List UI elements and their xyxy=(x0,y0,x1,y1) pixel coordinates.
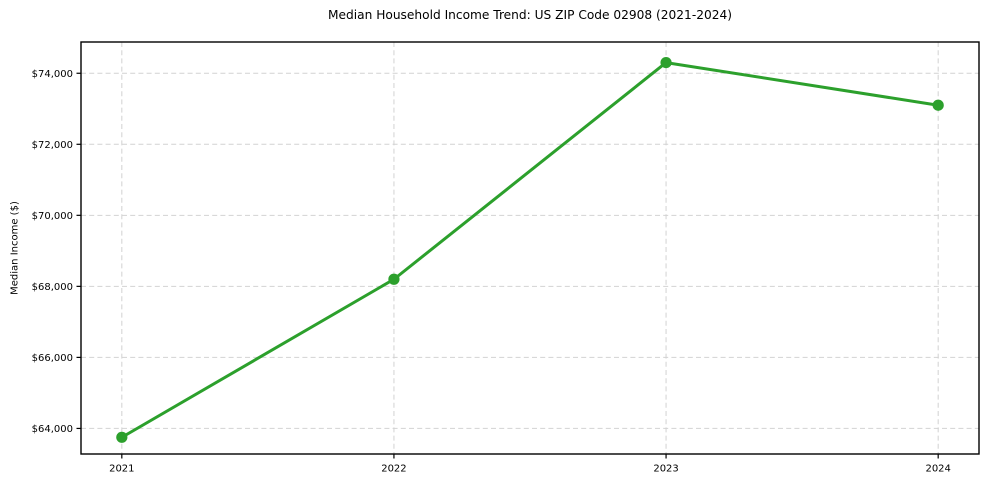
y-tick-label: $74,000 xyxy=(32,69,73,80)
x-tick-label: 2021 xyxy=(109,464,134,475)
data-point xyxy=(932,99,944,111)
chart-title: Median Household Income Trend: US ZIP Co… xyxy=(328,8,732,22)
y-tick-label: $72,000 xyxy=(32,140,73,151)
y-tick-label: $70,000 xyxy=(32,211,73,222)
axes-frame xyxy=(80,41,980,455)
x-tick-label: 2023 xyxy=(653,464,678,475)
y-tick-label: $66,000 xyxy=(32,353,73,364)
y-tick-label: $64,000 xyxy=(32,424,73,435)
y-tick-label: $68,000 xyxy=(32,282,73,293)
x-tick-label: 2024 xyxy=(925,464,950,475)
x-tick-label: 2022 xyxy=(381,464,406,475)
data-point xyxy=(116,431,128,443)
data-point xyxy=(388,273,400,285)
data-point xyxy=(660,57,672,69)
data-line xyxy=(120,61,940,439)
